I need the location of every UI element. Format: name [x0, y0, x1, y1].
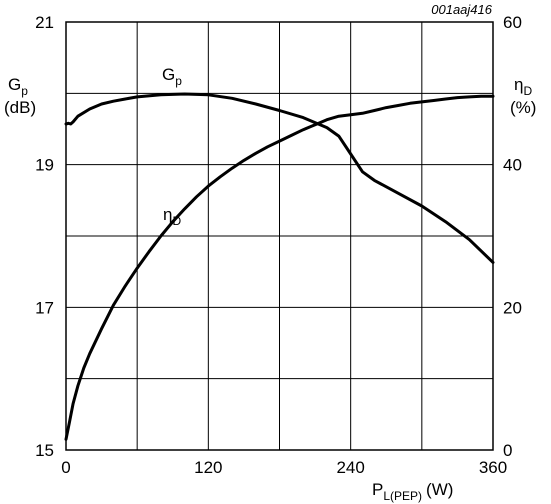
x-axis-label: PL(PEP) (W): [372, 480, 453, 503]
y-right-tick-label: 60: [503, 13, 522, 32]
series-label-etad: ηD: [163, 205, 181, 228]
y-left-tick-label: 17: [35, 298, 54, 317]
y-right-tick-label: 0: [503, 441, 512, 460]
y-left-label: Gp: [8, 75, 28, 98]
curves: [64, 92, 495, 441]
x-tick-label: 360: [479, 458, 507, 477]
tick-labels: 0 120 240 360 15 17 19 21 0 20 40 60: [35, 13, 522, 477]
gp-curve: [64, 92, 495, 264]
etad-curve: [64, 94, 495, 441]
series-label-gp: Gp: [162, 65, 182, 88]
figure-ref: 001aaj416: [431, 2, 492, 17]
y-left-unit: (dB): [4, 98, 36, 117]
y-right-unit: (%): [510, 98, 536, 117]
x-tick-label: 120: [194, 458, 222, 477]
grid-lines: [66, 22, 493, 450]
y-right-label: ηD: [514, 75, 532, 98]
x-tick-label: 240: [336, 458, 364, 477]
x-tick-label: 0: [61, 458, 70, 477]
y-left-tick-label: 21: [35, 13, 54, 32]
plot-frame: [65, 21, 494, 451]
y-right-tick-label: 40: [503, 156, 522, 175]
y-right-tick-label: 20: [503, 298, 522, 317]
y-left-tick-label: 19: [35, 156, 54, 175]
y-left-tick-label: 15: [35, 441, 54, 460]
